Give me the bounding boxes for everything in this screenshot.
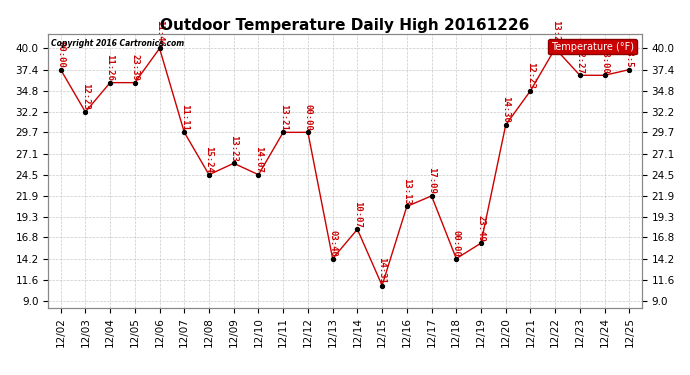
Text: 10:07: 10:07 [353,201,362,228]
Text: 11:46: 11:46 [155,20,164,47]
Title: Outdoor Temperature Daily High 20161226: Outdoor Temperature Daily High 20161226 [160,18,530,33]
Text: 13:21: 13:21 [279,104,288,131]
Text: 13:00: 13:00 [600,47,609,74]
Text: 00:00: 00:00 [304,104,313,131]
Text: 13:13: 13:13 [402,178,411,205]
Point [277,129,288,135]
Text: 03:40: 03:40 [328,230,337,257]
Point [253,172,264,178]
Text: 13:23: 13:23 [229,135,238,162]
Point [80,109,91,115]
Point [426,193,437,199]
Point [129,80,140,86]
Text: 00:00: 00:00 [56,41,65,68]
Point [327,256,338,262]
Text: 17:09: 17:09 [427,167,436,194]
Text: 11:11: 11:11 [180,104,189,131]
Point [500,122,511,128]
Point [475,240,486,246]
Point [154,45,165,51]
Text: 14:31: 14:31 [377,257,386,284]
Text: 14:30: 14:30 [501,96,510,123]
Point [377,282,388,288]
Point [624,67,635,73]
Text: 11:26: 11:26 [106,54,115,81]
Text: 23:49: 23:49 [477,214,486,242]
Point [550,45,561,51]
Point [204,172,215,178]
Point [228,160,239,166]
Point [179,129,190,135]
Text: 00:00: 00:00 [452,230,461,257]
Point [451,256,462,262]
Text: 23:5: 23:5 [625,46,634,68]
Text: 14:07: 14:07 [254,146,263,173]
Text: 13:24: 13:24 [551,20,560,47]
Point [105,80,116,86]
Text: 12:27: 12:27 [575,47,584,74]
Point [525,88,536,94]
Text: Copyright 2016 Cartronics.com: Copyright 2016 Cartronics.com [51,39,184,48]
Point [599,72,610,78]
Text: 12:23: 12:23 [526,62,535,89]
Text: 12:23: 12:23 [81,84,90,110]
Legend: Temperature (°F): Temperature (°F) [548,39,637,54]
Point [302,129,313,135]
Point [352,226,363,232]
Text: 23:39: 23:39 [130,54,139,81]
Text: 15:24: 15:24 [204,146,213,173]
Point [402,204,413,210]
Point [55,67,66,73]
Point [574,72,585,78]
